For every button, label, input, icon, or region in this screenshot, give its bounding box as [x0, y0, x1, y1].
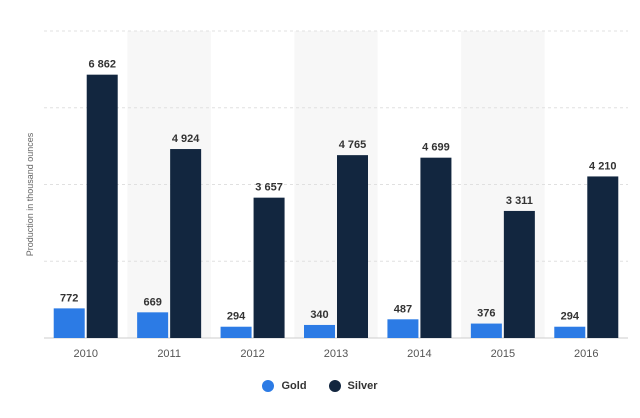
data-label-silver-2016: 4 210 [589, 160, 617, 172]
bar-silver-2013[interactable] [337, 155, 368, 338]
bar-silver-2012[interactable] [253, 197, 285, 338]
bar-gold-2012[interactable] [220, 326, 252, 338]
bar-silver-2015[interactable] [503, 210, 535, 338]
x-tick-2014: 2014 [407, 348, 431, 360]
data-label-silver-2010: 6 862 [88, 59, 116, 71]
legend-swatch-gold [262, 380, 275, 392]
x-tick-2012: 2012 [240, 348, 264, 360]
data-label-gold-2015: 376 [477, 308, 495, 320]
legend-item-gold[interactable]: Gold [262, 380, 307, 392]
data-label-gold-2010: 772 [60, 292, 78, 304]
data-label-gold-2014: 487 [394, 303, 412, 315]
legend-swatch-silver [328, 380, 341, 392]
data-label-gold-2016: 294 [561, 311, 580, 323]
bar-gold-2016[interactable] [554, 326, 586, 338]
bars [53, 74, 619, 339]
x-tick-2016: 2016 [574, 348, 598, 360]
bar-gold-2014[interactable] [387, 319, 419, 338]
bar-silver-2010[interactable] [86, 74, 118, 339]
data-label-gold-2013: 340 [310, 309, 328, 321]
x-tick-2013: 2013 [324, 348, 348, 360]
legend-label-gold: Gold [281, 380, 307, 392]
bar-gold-2011[interactable] [137, 312, 169, 338]
bar-gold-2010[interactable] [53, 308, 85, 338]
x-axis-ticks: 2010 2011 2012 2013 2014 2015 2016 [73, 348, 598, 360]
legend: Gold Silver [0, 380, 640, 392]
legend-label-silver: Silver [347, 380, 378, 392]
bar-silver-2011[interactable] [170, 149, 202, 338]
legend-item-silver[interactable]: Silver [328, 380, 378, 392]
data-label-silver-2012: 3 657 [255, 182, 283, 194]
data-label-silver-2011: 4 924 [172, 133, 200, 145]
data-label-gold-2011: 669 [143, 296, 161, 308]
data-label-silver-2013: 4 765 [339, 139, 367, 151]
bar-silver-2014[interactable] [420, 157, 452, 338]
y-axis-title: Production in thousand ounces [25, 132, 35, 256]
x-tick-2015: 2015 [491, 348, 515, 360]
x-tick-2010: 2010 [73, 348, 97, 360]
data-label-silver-2015: 3 311 [506, 195, 533, 207]
bar-gold-2013[interactable] [304, 324, 335, 338]
bar-silver-2016[interactable] [587, 176, 619, 338]
bar-gold-2015[interactable] [470, 323, 502, 338]
data-label-silver-2014: 4 699 [422, 142, 450, 154]
data-labels: 772 6 862 669 4 924 294 3 657 340 4 765 487 4 699… [60, 59, 617, 323]
x-tick-2011: 2011 [157, 348, 181, 360]
data-label-gold-2012: 294 [227, 311, 246, 323]
